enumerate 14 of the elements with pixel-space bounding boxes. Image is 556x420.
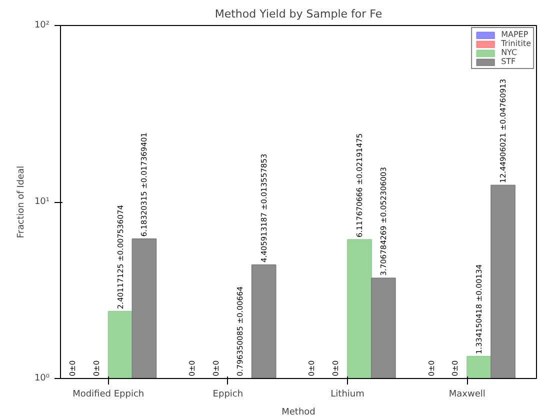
y-tick-label: 10² bbox=[34, 20, 50, 30]
x-axis-title: Method bbox=[282, 408, 316, 418]
legend-label: Trinitite bbox=[501, 39, 531, 48]
y-tick-label: 10¹ bbox=[34, 197, 50, 207]
legend-label: STF bbox=[501, 57, 517, 66]
x-tick-label: Lithium bbox=[330, 390, 364, 400]
y-tick-label: 10⁰ bbox=[34, 374, 50, 384]
legend-label: NYC bbox=[501, 48, 518, 57]
x-tick-label: Modified Eppich bbox=[72, 390, 144, 400]
x-tick-label: Maxwell bbox=[448, 390, 486, 400]
chart-title: Method Yield by Sample for Fe bbox=[214, 8, 382, 20]
x-tick-label: Eppich bbox=[212, 390, 244, 400]
legend-label: MAPEP bbox=[501, 30, 528, 39]
y-axis-title: Fraction of Ideal bbox=[16, 166, 26, 238]
